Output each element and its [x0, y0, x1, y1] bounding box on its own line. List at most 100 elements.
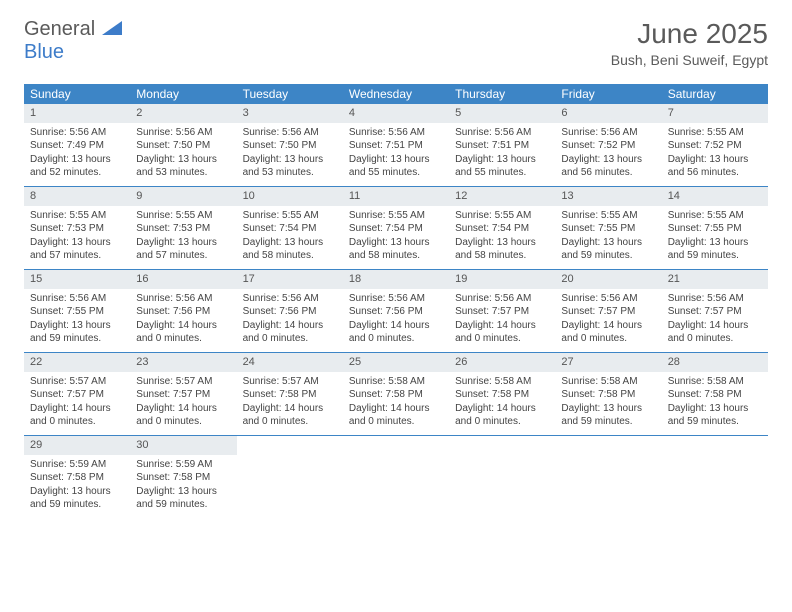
week-row: 29Sunrise: 5:59 AMSunset: 7:58 PMDayligh…: [24, 436, 768, 518]
day-content: Sunrise: 5:56 AMSunset: 7:51 PMDaylight:…: [343, 123, 449, 186]
sunrise-text: Sunrise: 5:59 AM: [30, 458, 124, 472]
daylight-text: Daylight: 13 hours and 57 minutes.: [30, 236, 124, 263]
day-content: Sunrise: 5:56 AMSunset: 7:56 PMDaylight:…: [130, 289, 236, 352]
sunset-text: Sunset: 7:52 PM: [668, 139, 762, 153]
day-cell: 19Sunrise: 5:56 AMSunset: 7:57 PMDayligh…: [449, 270, 555, 352]
sunrise-text: Sunrise: 5:55 AM: [136, 209, 230, 223]
day-cell: 17Sunrise: 5:56 AMSunset: 7:56 PMDayligh…: [237, 270, 343, 352]
daylight-text: Daylight: 14 hours and 0 minutes.: [668, 319, 762, 346]
daylight-text: Daylight: 13 hours and 55 minutes.: [349, 153, 443, 180]
day-cell: 14Sunrise: 5:55 AMSunset: 7:55 PMDayligh…: [662, 187, 768, 269]
day-content: Sunrise: 5:58 AMSunset: 7:58 PMDaylight:…: [555, 372, 661, 435]
sunset-text: Sunset: 7:57 PM: [30, 388, 124, 402]
sunrise-text: Sunrise: 5:57 AM: [30, 375, 124, 389]
week-row: 15Sunrise: 5:56 AMSunset: 7:55 PMDayligh…: [24, 270, 768, 353]
day-content: Sunrise: 5:55 AMSunset: 7:52 PMDaylight:…: [662, 123, 768, 186]
sunset-text: Sunset: 7:58 PM: [455, 388, 549, 402]
sunrise-text: Sunrise: 5:55 AM: [30, 209, 124, 223]
day-cell: 2Sunrise: 5:56 AMSunset: 7:50 PMDaylight…: [130, 104, 236, 186]
day-cell: 5Sunrise: 5:56 AMSunset: 7:51 PMDaylight…: [449, 104, 555, 186]
day-number: 7: [662, 104, 768, 123]
sunrise-text: Sunrise: 5:55 AM: [561, 209, 655, 223]
day-cell: 12Sunrise: 5:55 AMSunset: 7:54 PMDayligh…: [449, 187, 555, 269]
daylight-text: Daylight: 13 hours and 55 minutes.: [455, 153, 549, 180]
empty-cell: [237, 436, 343, 518]
day-number: 6: [555, 104, 661, 123]
daylight-text: Daylight: 13 hours and 58 minutes.: [243, 236, 337, 263]
header: General Blue June 2025 Bush, Beni Suweif…: [0, 0, 792, 76]
sunrise-text: Sunrise: 5:56 AM: [136, 292, 230, 306]
title-block: June 2025 Bush, Beni Suweif, Egypt: [611, 18, 768, 68]
day-content: Sunrise: 5:55 AMSunset: 7:54 PMDaylight:…: [343, 206, 449, 269]
day-cell: 27Sunrise: 5:58 AMSunset: 7:58 PMDayligh…: [555, 353, 661, 435]
weekday-header-row: Sunday Monday Tuesday Wednesday Thursday…: [24, 84, 768, 104]
sunrise-text: Sunrise: 5:57 AM: [243, 375, 337, 389]
day-number: 28: [662, 353, 768, 372]
sunset-text: Sunset: 7:53 PM: [136, 222, 230, 236]
daylight-text: Daylight: 13 hours and 53 minutes.: [136, 153, 230, 180]
weeks-container: 1Sunrise: 5:56 AMSunset: 7:49 PMDaylight…: [24, 104, 768, 518]
day-number: 13: [555, 187, 661, 206]
empty-cell: [343, 436, 449, 518]
day-content: Sunrise: 5:55 AMSunset: 7:54 PMDaylight:…: [237, 206, 343, 269]
sunset-text: Sunset: 7:51 PM: [455, 139, 549, 153]
day-content: Sunrise: 5:56 AMSunset: 7:57 PMDaylight:…: [449, 289, 555, 352]
sunrise-text: Sunrise: 5:56 AM: [243, 126, 337, 140]
week-row: 22Sunrise: 5:57 AMSunset: 7:57 PMDayligh…: [24, 353, 768, 436]
sunrise-text: Sunrise: 5:56 AM: [136, 126, 230, 140]
day-cell: 22Sunrise: 5:57 AMSunset: 7:57 PMDayligh…: [24, 353, 130, 435]
week-row: 8Sunrise: 5:55 AMSunset: 7:53 PMDaylight…: [24, 187, 768, 270]
sunrise-text: Sunrise: 5:58 AM: [455, 375, 549, 389]
daylight-text: Daylight: 14 hours and 0 minutes.: [136, 319, 230, 346]
daylight-text: Daylight: 14 hours and 0 minutes.: [349, 402, 443, 429]
day-content: Sunrise: 5:58 AMSunset: 7:58 PMDaylight:…: [343, 372, 449, 435]
day-cell: 18Sunrise: 5:56 AMSunset: 7:56 PMDayligh…: [343, 270, 449, 352]
day-content: Sunrise: 5:59 AMSunset: 7:58 PMDaylight:…: [130, 455, 236, 518]
week-row: 1Sunrise: 5:56 AMSunset: 7:49 PMDaylight…: [24, 104, 768, 187]
daylight-text: Daylight: 13 hours and 52 minutes.: [30, 153, 124, 180]
day-number: 15: [24, 270, 130, 289]
sunrise-text: Sunrise: 5:55 AM: [668, 209, 762, 223]
sunset-text: Sunset: 7:55 PM: [668, 222, 762, 236]
page-title: June 2025: [611, 18, 768, 50]
day-number: 11: [343, 187, 449, 206]
daylight-text: Daylight: 14 hours and 0 minutes.: [561, 319, 655, 346]
sunset-text: Sunset: 7:58 PM: [243, 388, 337, 402]
sunset-text: Sunset: 7:54 PM: [349, 222, 443, 236]
day-content: Sunrise: 5:56 AMSunset: 7:57 PMDaylight:…: [555, 289, 661, 352]
daylight-text: Daylight: 13 hours and 59 minutes.: [136, 485, 230, 512]
day-number: 27: [555, 353, 661, 372]
day-content: Sunrise: 5:59 AMSunset: 7:58 PMDaylight:…: [24, 455, 130, 518]
sunrise-text: Sunrise: 5:56 AM: [561, 126, 655, 140]
day-cell: 11Sunrise: 5:55 AMSunset: 7:54 PMDayligh…: [343, 187, 449, 269]
sunset-text: Sunset: 7:52 PM: [561, 139, 655, 153]
day-content: Sunrise: 5:55 AMSunset: 7:53 PMDaylight:…: [130, 206, 236, 269]
day-cell: 26Sunrise: 5:58 AMSunset: 7:58 PMDayligh…: [449, 353, 555, 435]
daylight-text: Daylight: 13 hours and 56 minutes.: [668, 153, 762, 180]
daylight-text: Daylight: 13 hours and 53 minutes.: [243, 153, 337, 180]
sunset-text: Sunset: 7:53 PM: [30, 222, 124, 236]
daylight-text: Daylight: 14 hours and 0 minutes.: [243, 319, 337, 346]
daylight-text: Daylight: 13 hours and 58 minutes.: [455, 236, 549, 263]
sunrise-text: Sunrise: 5:56 AM: [455, 126, 549, 140]
sunset-text: Sunset: 7:57 PM: [136, 388, 230, 402]
sunrise-text: Sunrise: 5:56 AM: [455, 292, 549, 306]
sunrise-text: Sunrise: 5:59 AM: [136, 458, 230, 472]
day-content: Sunrise: 5:56 AMSunset: 7:49 PMDaylight:…: [24, 123, 130, 186]
day-number: 23: [130, 353, 236, 372]
daylight-text: Daylight: 13 hours and 59 minutes.: [30, 485, 124, 512]
sunset-text: Sunset: 7:54 PM: [243, 222, 337, 236]
day-cell: 16Sunrise: 5:56 AMSunset: 7:56 PMDayligh…: [130, 270, 236, 352]
day-cell: 28Sunrise: 5:58 AMSunset: 7:58 PMDayligh…: [662, 353, 768, 435]
daylight-text: Daylight: 14 hours and 0 minutes.: [243, 402, 337, 429]
weekday-header: Saturday: [662, 84, 768, 104]
sunrise-text: Sunrise: 5:56 AM: [349, 292, 443, 306]
day-number: 18: [343, 270, 449, 289]
day-cell: 10Sunrise: 5:55 AMSunset: 7:54 PMDayligh…: [237, 187, 343, 269]
sunrise-text: Sunrise: 5:55 AM: [349, 209, 443, 223]
sunset-text: Sunset: 7:58 PM: [349, 388, 443, 402]
day-cell: 13Sunrise: 5:55 AMSunset: 7:55 PMDayligh…: [555, 187, 661, 269]
empty-cell: [662, 436, 768, 518]
day-number: 25: [343, 353, 449, 372]
sunset-text: Sunset: 7:50 PM: [136, 139, 230, 153]
